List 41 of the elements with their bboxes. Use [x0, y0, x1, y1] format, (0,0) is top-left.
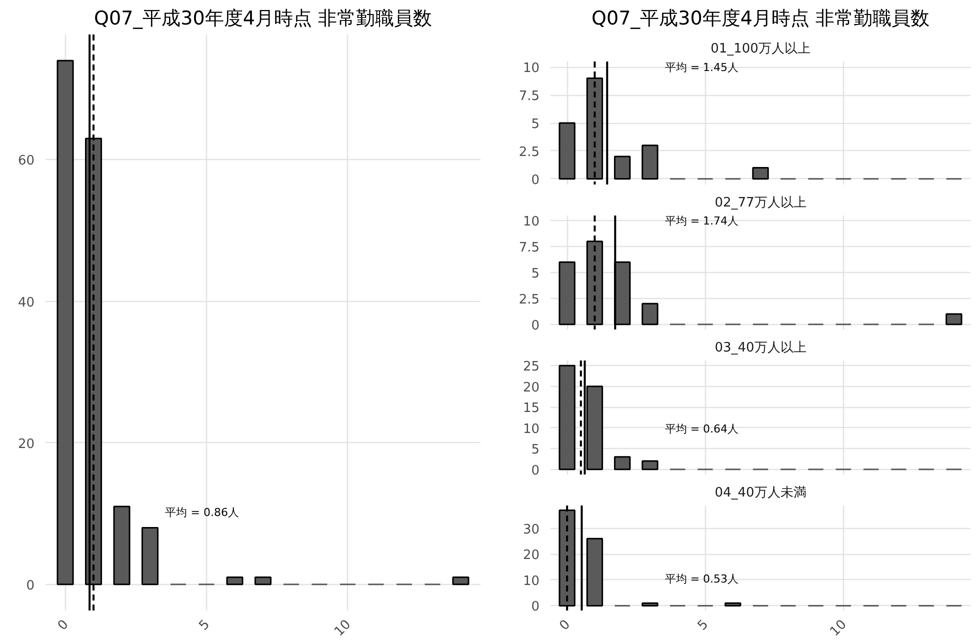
- y-tick-label: 20: [522, 548, 540, 564]
- chart-subtitle: 04_40万人未満: [714, 486, 806, 500]
- y-tick-label: 60: [18, 154, 35, 169]
- y-tick-label: 2.5: [518, 144, 540, 160]
- y-tick-label: 0: [531, 318, 540, 334]
- y-tick-label: 10: [522, 61, 540, 76]
- y-tick-label: 40: [18, 295, 35, 310]
- y-tick-label: 20: [18, 436, 35, 452]
- annotation: 平均 = 1.74人: [664, 214, 739, 228]
- y-tick-label: 5: [531, 117, 540, 132]
- y-tick-label: 5: [531, 266, 540, 282]
- y-tick-label: 10: [522, 214, 540, 230]
- y-tick-label: 10: [522, 574, 540, 589]
- y-tick-label: 20: [522, 380, 540, 396]
- annotation: 平均 = 0.53人: [664, 572, 739, 586]
- chart-title: Q07_平成30年度4月時点 非常勤職員数: [592, 8, 930, 30]
- chart-subtitle: 03_40万人以上: [714, 340, 806, 356]
- y-tick-label: 0: [26, 578, 35, 594]
- y-tick-label: 25: [522, 360, 540, 375]
- x-tick-label: 0: [556, 617, 574, 634]
- x-tick-label: 0: [55, 617, 72, 634]
- annotation: 平均 = 0.86人: [165, 506, 239, 520]
- y-tick-label: 0: [531, 172, 540, 188]
- annotation: 平均 = 1.45人: [664, 61, 739, 74]
- chart-subtitle: 02_77万人以上: [714, 196, 806, 210]
- y-tick-label: 15: [522, 401, 540, 416]
- x-tick-label: 5: [695, 617, 712, 634]
- chart-subtitle: 01_100万人以上: [710, 42, 810, 56]
- chart-title: Q07_平成30年度4月時点 非常勤職員数: [94, 8, 432, 30]
- y-tick-label: 7.5: [518, 240, 540, 256]
- annotation: 平均 = 0.64人: [664, 422, 739, 436]
- y-tick-label: 10: [522, 422, 540, 437]
- y-tick-label: 0: [531, 600, 540, 615]
- x-tick-label: 10: [827, 617, 850, 640]
- y-tick-label: 0: [531, 463, 540, 478]
- x-tick-label: 5: [196, 617, 213, 634]
- y-tick-label: 7.5: [518, 89, 540, 104]
- y-tick-label: 30: [522, 522, 540, 538]
- y-tick-label: 2.5: [518, 292, 540, 308]
- y-tick-label: 5: [531, 442, 540, 458]
- x-tick-label: 10: [332, 617, 354, 640]
